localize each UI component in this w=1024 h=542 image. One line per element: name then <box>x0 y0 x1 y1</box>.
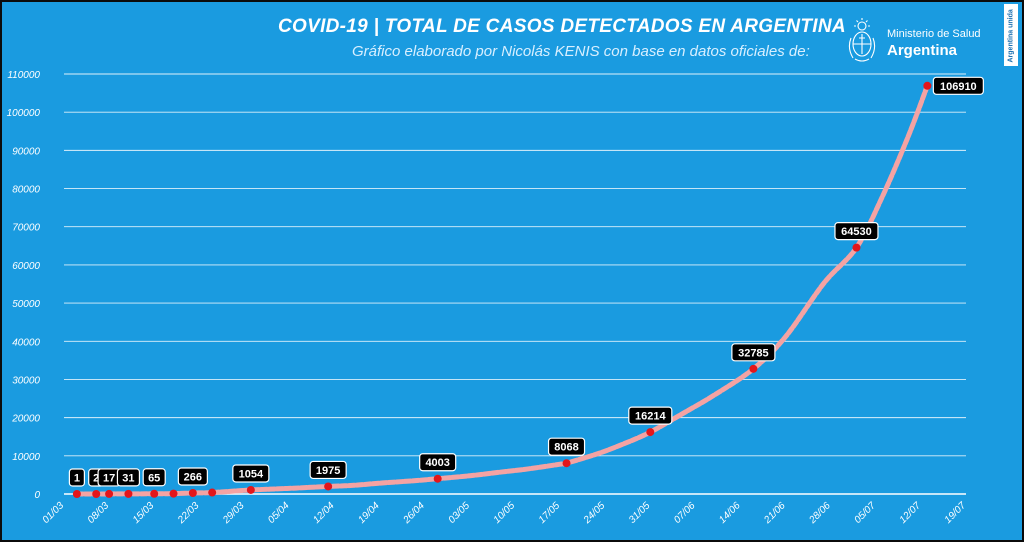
y-tick-label: 110000 <box>7 70 40 81</box>
y-tick-label: 30000 <box>12 375 40 386</box>
x-axis-ticks: 01/03 08/03 15/03 22/03 29/03 05/04 12/04 19/04… <box>41 500 969 526</box>
y-tick-label: 40000 <box>12 337 40 348</box>
y-tick-label: 0 <box>34 490 40 501</box>
x-tick-label: 29/03 <box>220 500 246 526</box>
x-tick-label: 14/06 <box>717 500 743 526</box>
y-tick-label: 50000 <box>12 299 40 310</box>
data-point <box>150 489 159 498</box>
x-tick-label: 28/06 <box>807 500 833 526</box>
y-axis-ticks: 0 10000 20000 30000 40000 50000 60000 70000 8000… <box>7 70 41 501</box>
data-label: 31 <box>122 472 134 484</box>
data-point <box>169 489 178 498</box>
data-label-box <box>834 222 879 241</box>
data-label: 1054 <box>239 468 264 480</box>
data-point <box>852 243 861 252</box>
x-tick-label: 19/04 <box>356 500 382 526</box>
data-label-box <box>309 460 347 480</box>
data-point <box>188 488 197 497</box>
data-label: 8068 <box>554 442 578 454</box>
country-name: Argentina <box>887 42 958 59</box>
chart-subtitle: Gráfico elaborado por Nicolás KENIS con … <box>352 43 810 60</box>
x-tick-label: 15/03 <box>131 500 157 526</box>
data-point <box>124 489 133 498</box>
data-point <box>72 489 81 498</box>
x-tick-label: 03/05 <box>447 500 473 526</box>
series-markers <box>72 81 932 498</box>
data-label-box <box>628 406 673 425</box>
data-label-box <box>547 437 586 456</box>
data-label-box <box>142 468 166 487</box>
data-label: 64530 <box>841 226 872 238</box>
data-label: 1975 <box>316 465 340 477</box>
data-label-box <box>68 468 85 487</box>
y-tick-label: 80000 <box>12 185 40 196</box>
x-tick-label: 12/07 <box>898 500 924 526</box>
y-tick-label: 70000 <box>12 223 40 234</box>
data-label: 16214 <box>635 411 666 423</box>
x-tick-label: 21/06 <box>762 500 788 526</box>
argentina-coat-of-arms-icon <box>848 18 876 62</box>
data-label: 266 <box>184 471 202 483</box>
data-label: 65 <box>148 472 160 484</box>
data-point <box>208 488 217 497</box>
series-line-path <box>74 83 930 497</box>
data-point <box>92 489 101 498</box>
y-tick-label: 60000 <box>12 261 40 272</box>
data-label-box <box>932 76 984 95</box>
x-tick-label: 26/04 <box>401 500 427 526</box>
data-label: 1 <box>74 472 80 484</box>
side-tag: Argentina unida <box>1004 4 1018 66</box>
x-tick-label: 01/03 <box>41 500 67 526</box>
data-point <box>324 482 333 491</box>
data-point <box>749 364 758 373</box>
x-tick-label: 07/06 <box>672 500 698 526</box>
x-tick-label: 10/05 <box>492 500 518 526</box>
data-label: 2 <box>93 472 99 484</box>
y-tick-label: 10000 <box>12 452 40 463</box>
data-point <box>562 459 571 468</box>
y-tick-label: 90000 <box>12 146 40 157</box>
chart-title: COVID-19 | TOTAL DE CASOS DETECTADOS EN … <box>278 16 846 37</box>
ministry-name: Ministerio de Salud <box>887 28 981 40</box>
data-label-box <box>419 453 457 472</box>
x-tick-label: 05/04 <box>266 500 292 526</box>
y-tick-label: 20000 <box>11 414 40 425</box>
series-line <box>74 83 930 497</box>
data-label: 4003 <box>425 457 449 469</box>
x-tick-label: 19/07 <box>943 500 969 526</box>
x-tick-label: 12/04 <box>311 500 337 526</box>
data-point <box>246 485 255 494</box>
data-label: 106910 <box>940 81 977 93</box>
data-label-box <box>116 468 141 487</box>
x-tick-label: 22/03 <box>175 500 201 526</box>
data-label: 32785 <box>738 347 769 359</box>
data-point <box>105 489 114 498</box>
data-label-box <box>177 467 208 486</box>
x-tick-label: 24/05 <box>581 500 607 526</box>
y-tick-label: 100000 <box>7 108 41 119</box>
data-label-box <box>731 343 776 362</box>
grid-lines <box>64 73 966 495</box>
data-point <box>433 474 442 483</box>
data-labels: 1 2 17 31 65 266 1054 1975 4003 8068 16214 32785 645… <box>68 76 984 487</box>
x-tick-label: 17/05 <box>537 500 563 526</box>
x-tick-label: 08/03 <box>86 500 112 526</box>
ministry-logo: Ministerio de Salud Argentina <box>847 16 997 68</box>
data-label: 17 <box>103 472 115 484</box>
x-tick-label: 31/05 <box>627 500 653 526</box>
data-point <box>646 428 655 437</box>
data-point <box>923 81 932 90</box>
data-label-box <box>232 464 270 483</box>
x-tick-label: 05/07 <box>852 500 878 526</box>
